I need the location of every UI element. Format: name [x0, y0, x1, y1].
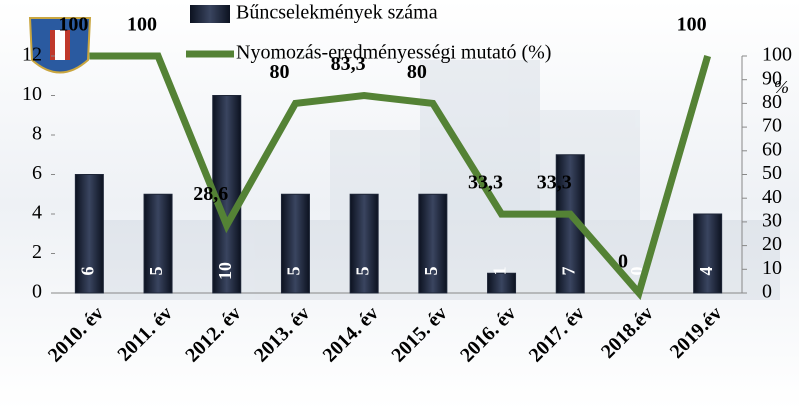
line-value-label: 100: [677, 14, 707, 36]
legend-label: Bűncselekmények száma: [236, 2, 438, 24]
bar-value-label: 5: [146, 267, 166, 276]
bar-value-label: 5: [421, 267, 441, 276]
line-value-label: 28,6: [193, 183, 228, 205]
bar: [693, 213, 723, 294]
line-value-label: 100: [58, 14, 88, 36]
y-tick-label: 8: [32, 123, 42, 145]
bar: [143, 193, 173, 294]
y2-tick-label: 100: [762, 44, 792, 66]
y2-tick-label: 0: [762, 281, 772, 303]
line: [89, 52, 712, 301]
y2-tick-label: 60: [762, 138, 782, 160]
bar: [74, 174, 104, 294]
bar: [349, 193, 379, 294]
y-tick-label: 2: [32, 241, 42, 263]
bar-value-label: 7: [558, 267, 578, 276]
line-value-label: 80: [269, 61, 289, 83]
y-tick-label: 12: [22, 44, 42, 66]
bar: [418, 193, 448, 294]
bar-value-label: 6: [77, 267, 97, 276]
y-tick-label: 4: [32, 202, 42, 224]
y-tick-label: 10: [22, 83, 42, 105]
bar-value-label: 0: [627, 267, 647, 276]
y2-tick-label: 50: [762, 162, 782, 184]
y2-tick-label: 40: [762, 186, 782, 208]
bar-value-label: 1: [490, 267, 510, 276]
bar-value-label: 5: [352, 267, 372, 276]
bar: [280, 193, 310, 294]
line-value-label: 33,3: [468, 172, 503, 194]
y-tick-label: 0: [32, 281, 42, 303]
legend-swatch: [190, 5, 230, 23]
line-value-label: 100: [127, 14, 157, 36]
bar-value-label: 4: [696, 267, 716, 276]
y2-tick-label: 20: [762, 233, 782, 255]
y2-tick-label: 80: [762, 91, 782, 113]
legend-label: Nyomozás-eredményességi mutató (%): [236, 42, 551, 64]
y2-tick-label: 30: [762, 209, 782, 231]
line-value-label: 0: [618, 251, 628, 273]
y2-axis-label: %: [774, 77, 789, 97]
y-tick-label: 6: [32, 162, 42, 184]
bar-value-label: 10: [215, 262, 235, 280]
bar-value-label: 5: [284, 267, 304, 276]
line-value-label: 80: [407, 61, 427, 83]
logo: [28, 17, 92, 74]
line-value-label: 83,3: [331, 53, 366, 75]
y2-tick-label: 70: [762, 115, 782, 137]
y2-tick-label: 90: [762, 67, 782, 89]
bar: [487, 272, 517, 294]
line-value-label: 33,3: [537, 172, 572, 194]
y2-tick-label: 10: [762, 257, 782, 279]
